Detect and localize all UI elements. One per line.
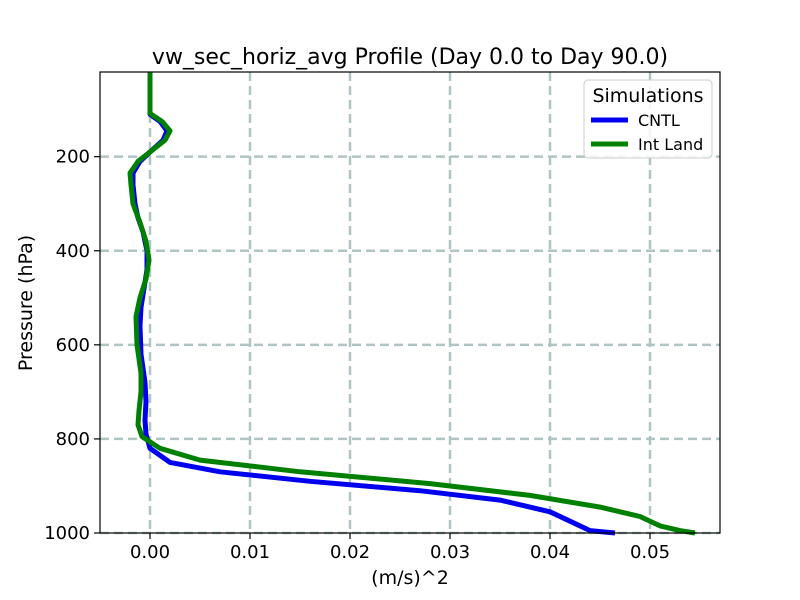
x-tick-label: 0.00 <box>130 542 170 563</box>
x-axis-label: (m/s)^2 <box>371 567 449 589</box>
x-tick-label: 0.05 <box>630 542 670 563</box>
y-tick-label: 600 <box>56 335 90 356</box>
x-tick-label: 0.04 <box>530 542 570 563</box>
legend-label-int-land: Int Land <box>638 135 703 154</box>
plot-frame <box>99 71 721 534</box>
y-tick-label: 200 <box>56 147 90 168</box>
chart-title: vw_sec_horiz_avg Profile (Day 0.0 to Day… <box>152 45 668 70</box>
x-tick-label: 0.03 <box>430 542 470 563</box>
legend: Simulations CNTL Int Land <box>583 79 713 159</box>
axis-ticks: 0.00 0.01 0.02 0.03 0.04 0.05 200 400 600 800 1000 <box>44 147 670 563</box>
x-tick-label: 0.01 <box>230 542 270 563</box>
y-tick-label: 1000 <box>44 523 90 544</box>
series-line-cntl <box>130 72 616 536</box>
series-lines <box>127 72 696 536</box>
legend-box <box>583 79 713 159</box>
legend-label-cntl: CNTL <box>638 111 680 130</box>
y-axis-label: Pressure (hPa) <box>15 235 37 371</box>
legend-title: Simulations <box>592 85 703 107</box>
y-tick-label: 800 <box>56 429 90 450</box>
x-tick-label: 0.02 <box>330 542 370 563</box>
series-line-int-land <box>127 72 696 536</box>
y-tick-label: 400 <box>56 241 90 262</box>
